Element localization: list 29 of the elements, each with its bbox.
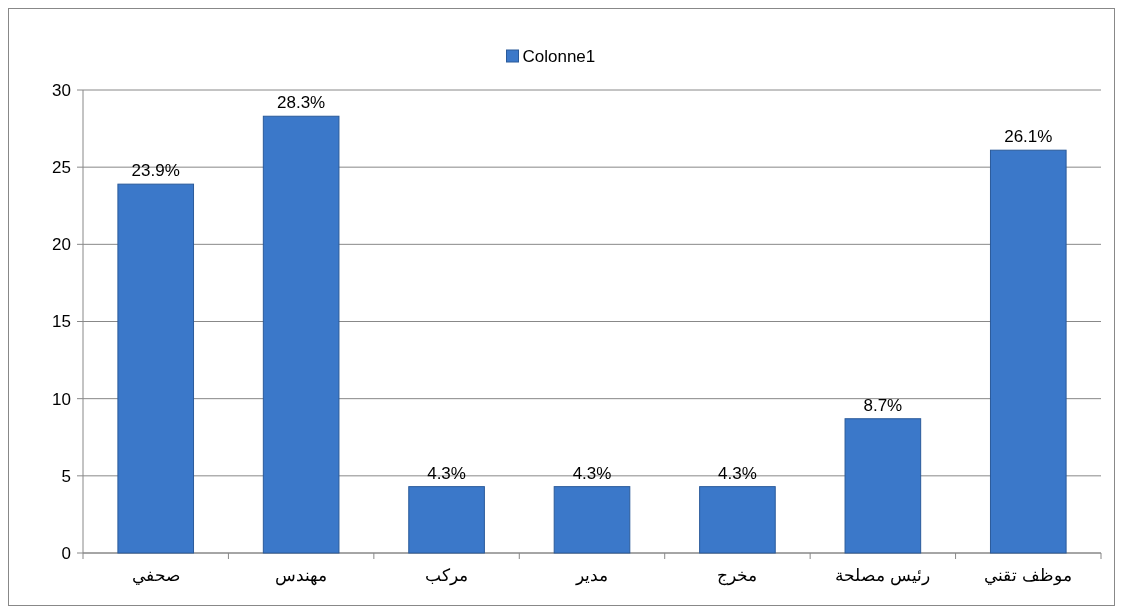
x-tick-label: مهندس xyxy=(275,566,328,586)
x-tick-label: رئيس مصلحة xyxy=(835,566,931,586)
x-tick-label: مركب xyxy=(425,566,469,586)
y-tick-label: 25 xyxy=(52,158,71,178)
x-tick-label: مدير xyxy=(575,566,608,586)
bar xyxy=(989,149,1067,554)
bar xyxy=(844,418,922,554)
data-label: 26.1% xyxy=(1004,127,1053,147)
bar xyxy=(117,183,195,554)
bar xyxy=(408,486,485,554)
bar xyxy=(699,486,776,554)
bar xyxy=(262,115,340,554)
bar xyxy=(553,486,631,554)
data-label: 4.3% xyxy=(572,463,612,483)
x-tick-label: صحفي xyxy=(131,566,180,585)
y-tick-label: 15 xyxy=(52,312,71,332)
y-tick-label: 0 xyxy=(61,543,71,563)
y-tick-label: 10 xyxy=(52,389,71,409)
y-tick-label: 5 xyxy=(61,466,71,486)
y-tick-label: 20 xyxy=(52,235,71,255)
x-tick-label: مخرج xyxy=(717,566,758,586)
data-label: 4.3% xyxy=(718,463,757,483)
y-tick-label: 30 xyxy=(52,80,71,100)
data-label: 23.9% xyxy=(131,161,180,181)
x-tick-label: موظف تقني xyxy=(984,566,1073,586)
data-label: 4.3% xyxy=(427,463,466,483)
data-label: 8.7% xyxy=(863,395,903,415)
legend-label: Colonne1 xyxy=(522,46,596,66)
data-label: 28.3% xyxy=(277,93,326,113)
